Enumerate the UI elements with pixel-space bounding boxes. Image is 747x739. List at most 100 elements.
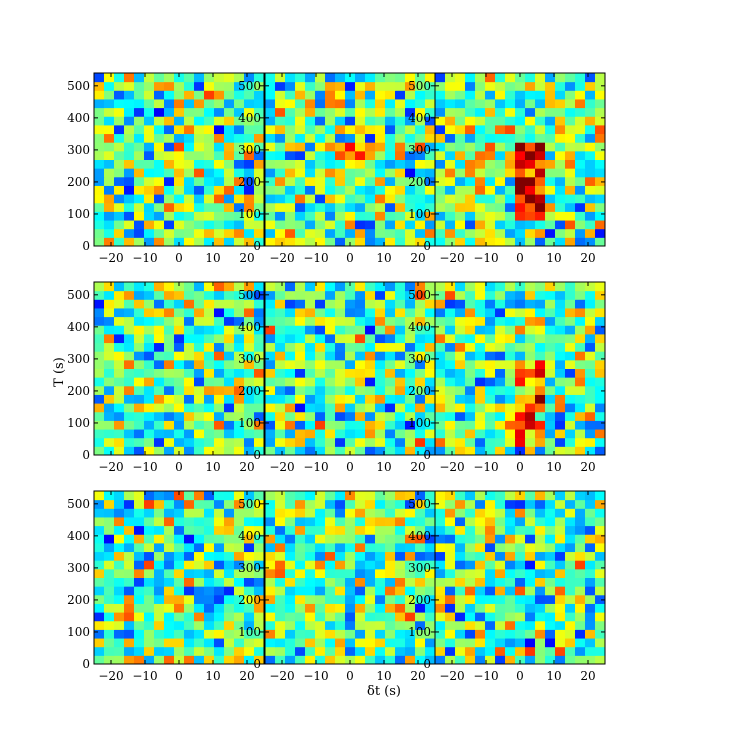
heatmap-cell	[134, 202, 145, 212]
heatmap-cell	[184, 603, 195, 613]
heatmap-cell	[405, 176, 416, 186]
heatmap-cell	[405, 499, 416, 509]
heatmap-cell	[114, 629, 125, 639]
heatmap-cell	[265, 655, 276, 665]
heatmap-cell	[234, 307, 245, 318]
heatmap-cell	[355, 612, 366, 622]
heatmap-cell	[265, 612, 276, 622]
heatmap-cell	[345, 290, 356, 300]
heatmap-cell	[515, 655, 526, 665]
heatmap-cell	[244, 499, 255, 509]
heatmap-cell	[94, 220, 105, 230]
heatmap-cell	[244, 577, 255, 587]
heatmap-cell	[134, 159, 145, 169]
heatmap-cell	[555, 638, 566, 648]
heatmap-cell	[315, 325, 326, 335]
heatmap-cell	[164, 411, 175, 421]
heatmap-cell	[254, 516, 265, 527]
heatmap-cell	[435, 98, 446, 109]
heatmap-cell	[164, 142, 175, 152]
heatmap-cell	[114, 534, 125, 544]
heatmap-cell	[134, 228, 145, 238]
heatmap-cell	[445, 560, 456, 570]
heatmap-cell	[425, 437, 436, 447]
heatmap-cell	[595, 81, 606, 91]
heatmap-cell	[495, 359, 506, 369]
heatmap-cell	[565, 325, 576, 335]
heatmap-cell	[305, 568, 316, 578]
heatmap-cell	[505, 316, 516, 326]
heatmap-cell	[254, 551, 265, 561]
heatmap-cell	[595, 73, 606, 83]
heatmap-cell	[214, 586, 225, 596]
heatmap-cell	[415, 429, 426, 439]
heatmap-cell	[285, 629, 296, 639]
heatmap-cell	[254, 385, 265, 395]
heatmap-cell	[124, 612, 135, 622]
heatmap-cell	[375, 351, 386, 361]
heatmap-cell	[595, 202, 606, 212]
heatmap-cell	[164, 629, 175, 639]
heatmap-cell	[104, 202, 115, 212]
heatmap-cell	[585, 429, 596, 439]
heatmap-cell	[395, 429, 406, 439]
heatmap-cell	[254, 194, 265, 204]
heatmap-cell	[465, 290, 476, 300]
heatmap-cell	[194, 420, 205, 430]
heatmap-cell	[365, 534, 376, 544]
heatmap-cell	[214, 655, 225, 665]
heatmap-cell	[395, 534, 406, 544]
heatmap-cell	[595, 603, 606, 613]
heatmap-cell	[375, 116, 386, 126]
heatmap-cell	[154, 420, 165, 430]
heatmap-cell	[545, 98, 556, 109]
heatmap-cell	[174, 577, 185, 587]
heatmap-cell	[455, 228, 466, 238]
heatmap-cell	[375, 81, 386, 91]
heatmap-cell	[325, 194, 336, 204]
heatmap-cell	[154, 176, 165, 186]
heatmap-cell	[485, 176, 496, 186]
heatmap-cell	[375, 342, 386, 352]
heatmap-cell	[295, 351, 306, 361]
heatmap-cell	[285, 237, 296, 247]
heatmap-cell	[575, 403, 586, 413]
heatmap-cell	[335, 168, 346, 178]
heatmap-cell	[515, 525, 526, 535]
heatmap-cell	[415, 368, 426, 378]
heatmap-cell	[244, 629, 255, 639]
heatmap-cell	[395, 81, 406, 91]
heatmap-cell	[244, 560, 255, 570]
heatmap-cell	[435, 299, 446, 309]
heatmap-cell	[194, 411, 205, 421]
heatmap-cell	[565, 594, 576, 604]
heatmap-cell	[385, 73, 396, 83]
heatmap-cell	[515, 377, 526, 387]
heatmap-cell	[134, 586, 145, 596]
heatmap-cell	[435, 655, 446, 665]
heatmap-cell	[325, 612, 336, 622]
heatmap-cell	[174, 612, 185, 622]
heatmap-cell	[385, 176, 396, 186]
x-tick-label: 10	[205, 460, 220, 474]
heatmap-cell	[375, 333, 386, 344]
heatmap-cell	[405, 142, 416, 152]
heatmap-cell	[545, 299, 556, 309]
heatmap-cell	[315, 359, 326, 369]
heatmap-cell	[204, 499, 215, 509]
heatmap-cell	[585, 316, 596, 326]
heatmap-cell	[265, 403, 276, 413]
x-tick-label: −10	[132, 669, 157, 683]
heatmap-cell	[395, 377, 406, 387]
heatmap-cell	[425, 359, 436, 369]
heatmap-cell	[555, 586, 566, 596]
heatmap-cell	[104, 516, 115, 527]
heatmap-cell	[124, 603, 135, 613]
heatmap-cell	[485, 73, 496, 83]
heatmap-cell	[525, 124, 536, 135]
heatmap-cell	[405, 411, 416, 421]
heatmap-cell	[254, 133, 265, 143]
heatmap-cell	[425, 620, 436, 630]
heatmap-cell	[375, 385, 386, 395]
